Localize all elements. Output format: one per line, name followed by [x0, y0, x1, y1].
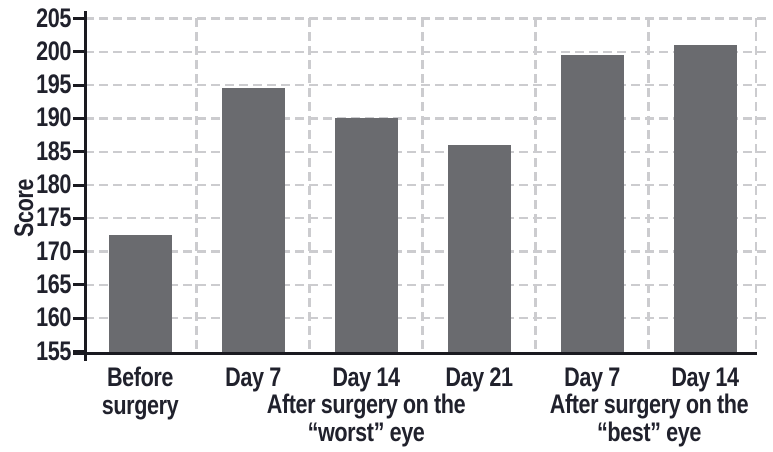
- v-gridline: [754, 18, 758, 352]
- bar: [221, 88, 285, 352]
- v-gridline: [534, 18, 537, 352]
- v-gridline: [647, 18, 650, 352]
- bar: [447, 145, 511, 352]
- y-tick-label: 205: [36, 2, 71, 33]
- h-gridline: [85, 317, 771, 320]
- y-axis-tick: [73, 83, 84, 87]
- bar: [334, 118, 398, 352]
- bar: [108, 234, 172, 352]
- y-tick-label: 155: [36, 335, 71, 366]
- y-tick-label: 190: [36, 102, 71, 133]
- y-axis-tick: [73, 150, 84, 154]
- y-axis-tick: [73, 183, 84, 187]
- x-group-label-line: After surgery on the: [549, 389, 748, 419]
- h-gridline: [85, 150, 771, 153]
- y-axis-tick: [73, 17, 84, 20]
- h-gridline: [85, 17, 771, 20]
- v-gridline: [195, 18, 198, 352]
- y-axis-tick: [73, 116, 84, 120]
- y-axis-tick: [73, 283, 84, 287]
- y-axis-line: [84, 11, 87, 361]
- y-tick-label: 185: [36, 135, 71, 166]
- y-axis-tick: [73, 250, 84, 254]
- h-gridline: [85, 50, 771, 53]
- x-group-label-line: “best” eye: [596, 416, 701, 447]
- x-category-label: Day 7: [225, 362, 281, 392]
- y-tick-label: 165: [36, 268, 71, 299]
- bar: [673, 45, 737, 352]
- h-gridline: [85, 183, 771, 187]
- bar: [560, 55, 624, 352]
- y-axis-tick: [73, 350, 84, 353]
- y-tick-label: 170: [36, 235, 71, 266]
- y-tick-label: 200: [36, 35, 71, 66]
- y-axis-tick: [73, 216, 84, 220]
- x-group-label-line: “worst” eye: [307, 416, 425, 447]
- x-category-label: Before surgery: [101, 362, 179, 420]
- x-axis-line: [73, 352, 757, 356]
- v-gridline: [421, 18, 424, 352]
- y-tick-label: 195: [36, 69, 71, 100]
- y-tick-label: 180: [36, 169, 71, 199]
- x-category-label: Day 21: [445, 362, 513, 392]
- y-axis-tick: [73, 316, 84, 320]
- y-tick-label: 175: [36, 202, 71, 233]
- x-category-label: Day 14: [332, 362, 400, 392]
- y-tick-label: 160: [36, 302, 71, 333]
- h-gridline: [85, 283, 771, 287]
- y-axis-tick: [73, 50, 84, 54]
- x-category-label: Day 14: [671, 362, 739, 392]
- h-gridline: [85, 250, 771, 253]
- v-gridline: [308, 18, 311, 352]
- x-category-label: Day 7: [564, 362, 620, 392]
- h-gridline: [85, 83, 771, 87]
- h-gridline: [85, 117, 771, 120]
- x-group-label-line: After surgery on the: [266, 389, 466, 419]
- h-gridline: [85, 217, 771, 220]
